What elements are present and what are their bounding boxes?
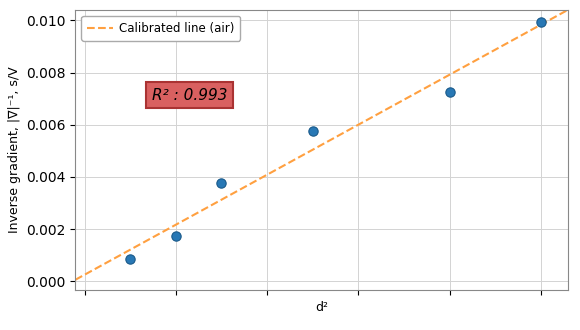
Legend: Calibrated line (air): Calibrated line (air): [81, 16, 240, 41]
Point: [171, 233, 180, 238]
Calibrated line (air): [519, 33, 525, 37]
Point: [125, 256, 135, 262]
Calibrated line (air): [74, 277, 81, 281]
Calibrated line (air): [72, 278, 79, 282]
Calibrated line (air): [487, 50, 494, 54]
Point: [308, 129, 317, 134]
Point: [536, 19, 546, 24]
Point: [217, 181, 226, 186]
Calibrated line (air): [365, 117, 372, 121]
Y-axis label: Inverse gradient, |∇|⁻¹, s/V: Inverse gradient, |∇|⁻¹, s/V: [8, 67, 21, 233]
Text: R² : 0.993: R² : 0.993: [152, 88, 227, 103]
Calibrated line (air): [565, 8, 572, 12]
X-axis label: d²: d²: [316, 301, 328, 314]
Calibrated line (air): [374, 113, 380, 116]
Calibrated line (air): [364, 118, 371, 122]
Line: Calibrated line (air): Calibrated line (air): [75, 10, 568, 280]
Point: [445, 89, 454, 95]
